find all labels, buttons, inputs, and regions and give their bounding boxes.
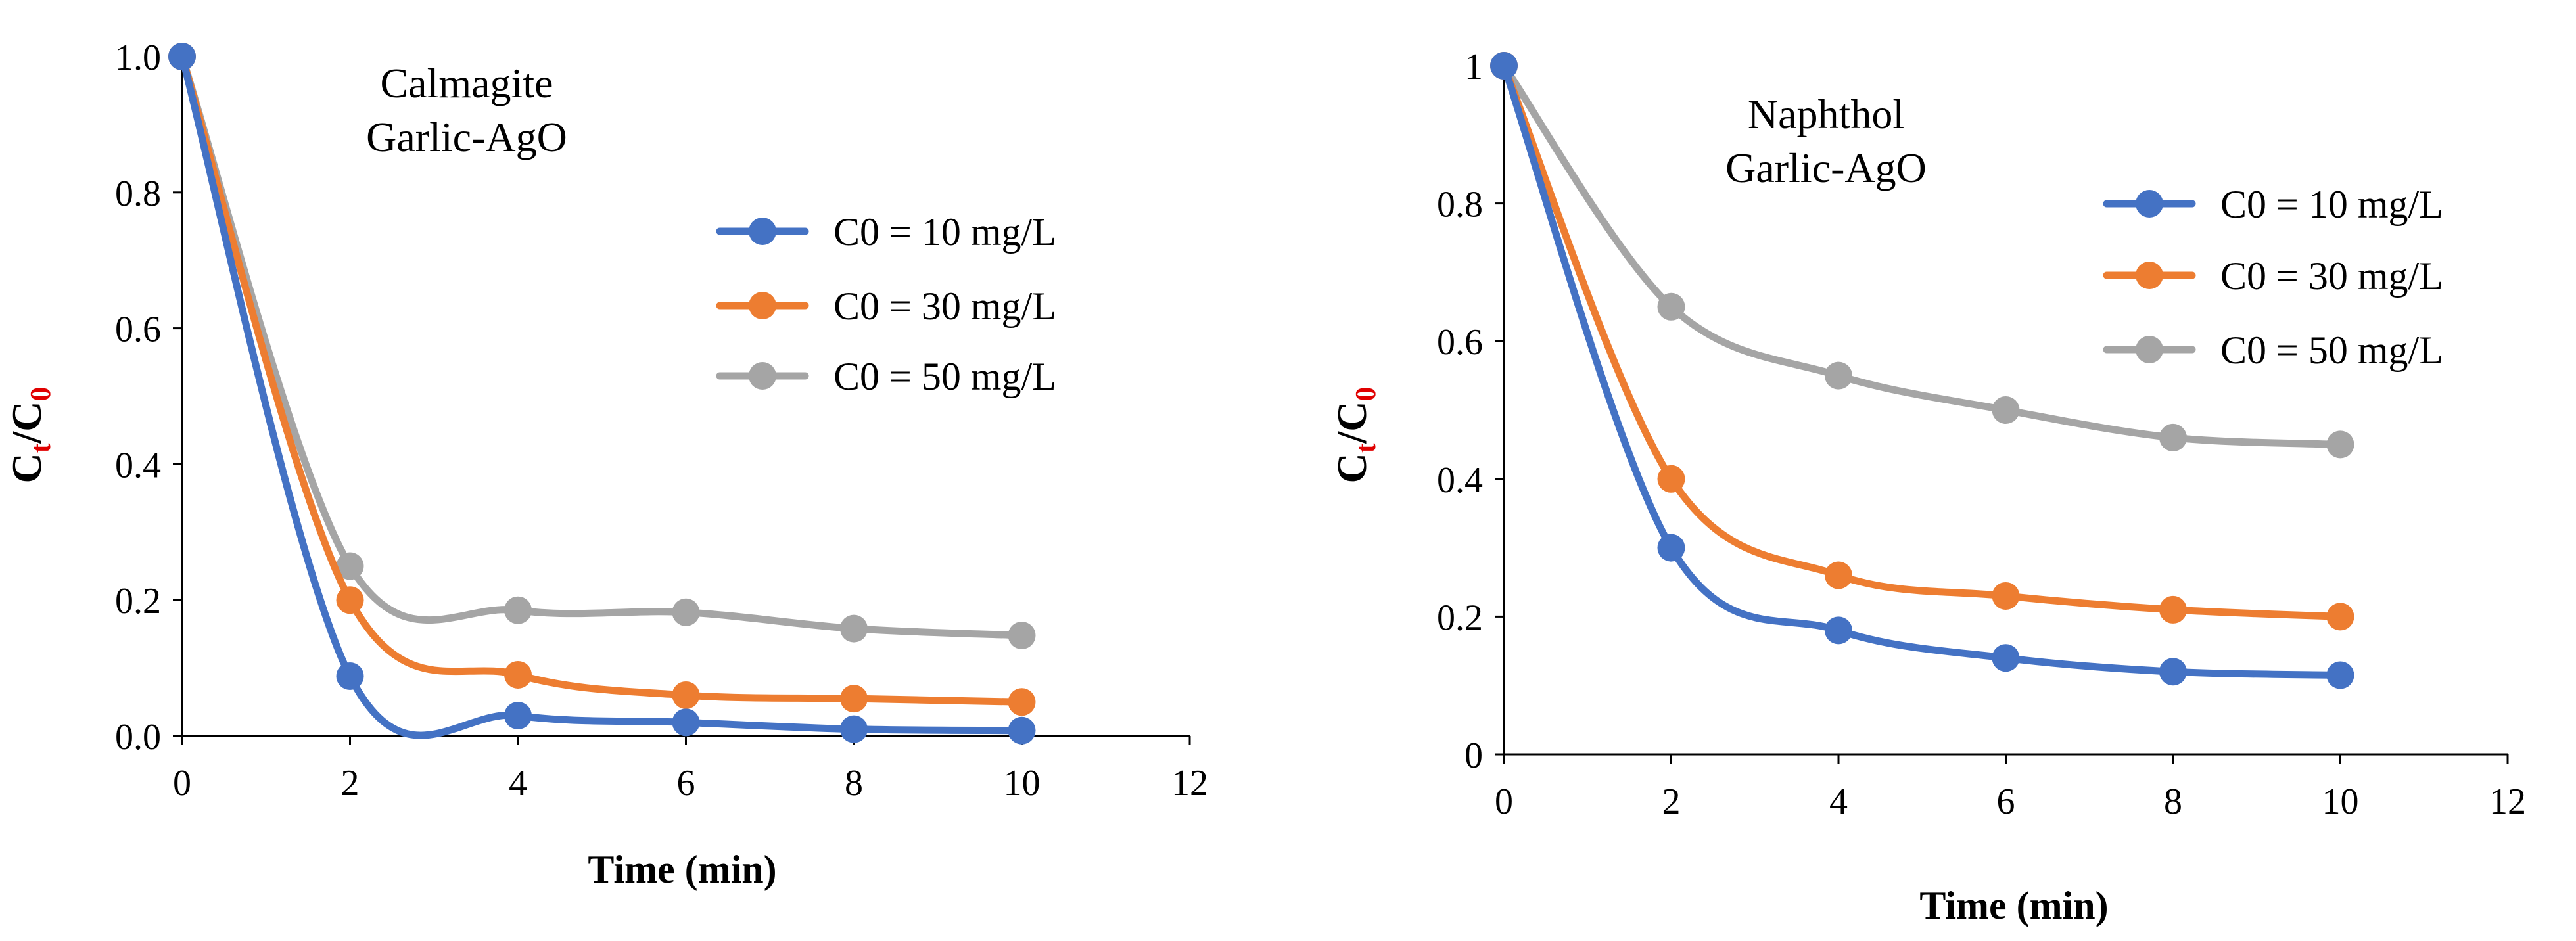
chart-right-series-line [1500, 62, 2344, 448]
chart-right-legend-label: C0 = 50 mg/L [2220, 329, 2443, 372]
chart-right-data-point [1657, 534, 1685, 562]
chart-right-annotation-line1: Naphthol [1748, 91, 1904, 137]
chart-left-y-tick-label: 0.4 [115, 445, 161, 486]
chart-left-y-ticks: 0.0 0.2 0.4 0.6 0.8 1.0 [115, 37, 182, 758]
chart-left-data-point [336, 552, 364, 580]
chart-right-data-point [1992, 582, 2020, 610]
chart-left-data-point [840, 614, 868, 643]
chart-left-data-point [1008, 688, 1036, 716]
chart-right-data-point [1490, 52, 1518, 80]
chart-right-data-point [1657, 292, 1685, 321]
chart-right-data-point [2159, 595, 2187, 624]
chart-left-data-point [336, 586, 364, 614]
chart-left-x-tick-label: 0 [173, 763, 191, 804]
chart-right-legend-label: C0 = 30 mg/L [2220, 254, 2443, 298]
chart-right-legend-label: C0 = 10 mg/L [2220, 183, 2443, 226]
chart-right-x-axis-label: Time (min) [1919, 884, 2108, 927]
chart-right-data-point [1992, 644, 2020, 672]
chart-right-x-tick-label: 10 [2322, 781, 2359, 822]
chart-right-y-tick-label: 0.8 [1437, 185, 1483, 225]
chart-left-x-tick-label: 2 [341, 763, 360, 804]
chart-right-y-tick-label: 0 [1464, 735, 1483, 776]
chart-right-data-point [2326, 603, 2354, 631]
chart-right-data-point [2326, 661, 2354, 689]
chart-left-x-tick-label: 10 [1004, 763, 1041, 804]
chart-left-y-tick-label: 0.2 [115, 581, 161, 622]
chart-left-data-point [1008, 621, 1036, 649]
chart-right-legend: C0 = 10 mg/L C0 = 30 mg/L C0 = 50 mg/L [2103, 183, 2443, 372]
chart-right-data-point [2159, 423, 2187, 451]
chart-right-y-tick-label: 0.6 [1437, 322, 1483, 363]
chart-right-series [1490, 52, 2354, 689]
chart-right-x-tick-label: 12 [2489, 781, 2526, 822]
chart-right-data-point [2159, 658, 2187, 686]
chart-right-x-ticks: 0 2 4 6 8 10 12 [1495, 754, 2526, 822]
chart-right-x-tick-label: 4 [1829, 781, 1848, 822]
chart-left-legend-label: C0 = 50 mg/L [833, 355, 1056, 398]
chart-left-data-point [672, 681, 700, 709]
chart-left-data-point [672, 598, 700, 626]
chart-left: Ct/C0 0.0 0.2 0.4 0.6 0.8 1.0 0 2 4 6 8 10 12 Time … [3, 37, 1208, 891]
chart-right-x-tick-label: 8 [2164, 781, 2182, 822]
chart-left-legend-marker [749, 292, 776, 319]
chart-right-legend-marker [2136, 262, 2163, 289]
chart-right-legend-marker [2136, 190, 2163, 218]
chart-left-data-point [504, 596, 532, 624]
chart-left-x-tick-label: 12 [1171, 763, 1208, 804]
chart-left-annotation-line1: Calmagite [380, 60, 553, 106]
chart-left-data-point [504, 660, 532, 689]
chart-right-data-point [1825, 616, 1852, 645]
chart-left-legend-marker [749, 218, 776, 245]
chart-left-y-tick-label: 0.6 [115, 310, 161, 350]
chart-left-y-tick-label: 0.8 [115, 173, 161, 214]
chart-left-x-ticks: 0 2 4 6 8 10 12 [173, 736, 1208, 804]
chart-left-data-point [840, 685, 868, 713]
chart-left-data-point [336, 662, 364, 691]
chart-right-y-tick-label: 0.2 [1437, 597, 1483, 638]
chart-right-y-tick-label: 0.4 [1437, 460, 1483, 501]
chart-right-y-axis-label: Ct/C0 [1328, 387, 1382, 484]
chart-right-x-tick-label: 2 [1662, 781, 1681, 822]
chart-left-legend-marker [749, 362, 776, 390]
chart-left-legend-label: C0 = 30 mg/L [833, 285, 1056, 328]
chart-right-data-point [1992, 396, 2020, 424]
chart-left-data-point [168, 43, 196, 70]
chart-left-data-point [672, 708, 700, 737]
chart-right-x-tick-label: 0 [1495, 781, 1513, 822]
chart-left-legend: C0 = 10 mg/L C0 = 30 mg/L C0 = 50 mg/L [716, 210, 1056, 398]
chart-right-data-point [1825, 361, 1852, 390]
chart-left-series [168, 43, 1036, 745]
chart-left-y-tick-label: 1.0 [115, 37, 161, 78]
chart-left-annotation-line2: Garlic-AgO [366, 114, 567, 160]
chart-right-data-point [1657, 465, 1685, 493]
chart-right-x-tick-label: 6 [1997, 781, 2015, 822]
chart-left-x-axis-label: Time (min) [588, 848, 776, 891]
chart-right-y-tick-label: 1 [1464, 47, 1483, 87]
chart-right-data-point [1825, 561, 1852, 589]
chart-left-y-tick-label: 0.0 [115, 717, 161, 758]
chart-right-data-point [2326, 430, 2354, 459]
chart-right-y-ticks: 0 0.2 0.4 0.6 0.8 1 [1437, 47, 1504, 776]
chart-right: Ct/C0 0 0.2 0.4 0.6 0.8 1 0 2 4 6 8 10 12 Time (min… [1328, 47, 2526, 927]
chart-left-y-axis-label: Ct/C0 [3, 387, 57, 484]
chart-left-x-tick-label: 4 [509, 763, 527, 804]
chart-left-x-tick-label: 8 [845, 763, 863, 804]
chart-left-data-point [1008, 716, 1036, 745]
chart-right-annotation-line2: Garlic-AgO [1725, 145, 1927, 191]
chart-right-legend-marker [2136, 336, 2163, 363]
chart-left-x-tick-label: 6 [677, 763, 695, 804]
chart-left-data-point [504, 701, 532, 729]
chart-left-legend-label: C0 = 10 mg/L [833, 210, 1056, 254]
chart-left-data-point [840, 715, 868, 743]
